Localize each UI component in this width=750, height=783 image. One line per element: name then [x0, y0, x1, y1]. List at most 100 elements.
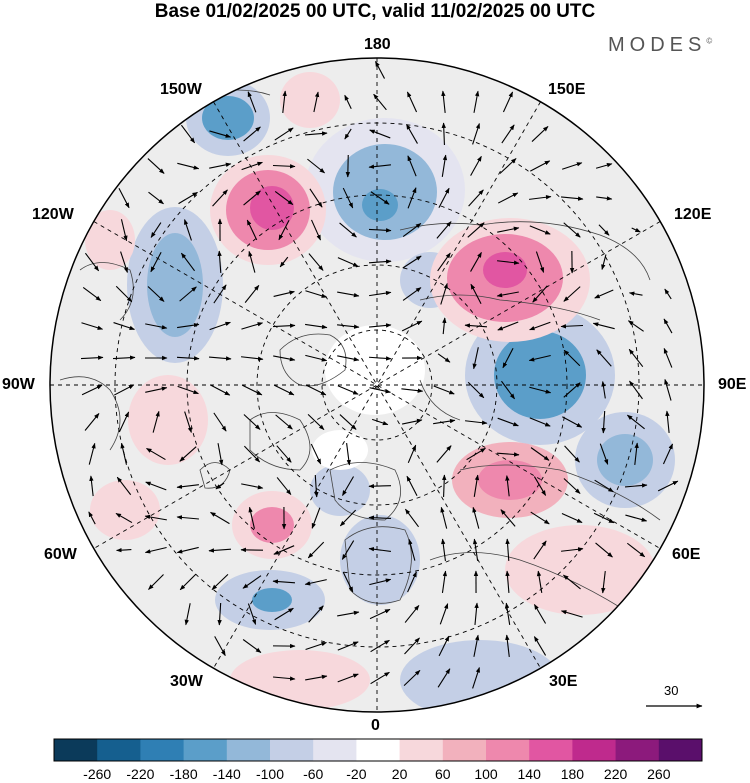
wind-vector [403, 669, 421, 687]
colorbar-tick-label: -60 [303, 766, 324, 782]
wind-vector [310, 443, 322, 465]
wind-vector [406, 475, 418, 497]
wind-vector [241, 356, 264, 361]
wind-vectors [80, 60, 679, 689]
positive-anomaly [483, 252, 527, 288]
wind-vector [241, 384, 263, 396]
wind-vector [208, 548, 232, 553]
wind-vector [337, 610, 360, 617]
wind-vector [369, 129, 391, 139]
wind-vector [563, 349, 581, 367]
graticule [50, 58, 704, 712]
lon-label-90w: 90W [2, 376, 35, 393]
wind-vector [533, 636, 547, 656]
wind-vector [272, 164, 296, 169]
wind-vector [337, 673, 359, 683]
wind-vector [433, 385, 455, 395]
wind-vector [369, 387, 391, 394]
wind-vector [243, 445, 261, 463]
positive-anomaly [250, 507, 294, 543]
wind-vector [273, 355, 296, 362]
wind-vector [184, 603, 191, 626]
wind-vector [402, 255, 422, 269]
wind-vector [146, 447, 166, 461]
wind-vector [501, 380, 515, 400]
wind-vector [147, 158, 165, 174]
wind-vector [209, 162, 232, 169]
wind-vector [500, 509, 516, 527]
coastlines [59, 89, 661, 621]
wind-vector [179, 573, 197, 591]
wind-vector [634, 442, 639, 465]
wind-vector [473, 90, 480, 113]
wind-vector [145, 323, 168, 330]
wind-vector [273, 290, 295, 297]
wind-vector [342, 187, 354, 209]
wind-vector [118, 411, 130, 433]
wind-vector [664, 378, 672, 401]
wind-vector [404, 604, 420, 623]
lon-label-150e: 150E [548, 81, 586, 98]
wind-vector [627, 320, 644, 332]
wind-vector [113, 322, 135, 330]
wind-vector [211, 574, 229, 590]
wind-vector [217, 250, 222, 274]
wind-vector [278, 219, 290, 241]
wind-vector [402, 287, 422, 301]
wind-vector [80, 355, 104, 360]
wind-vector [341, 540, 355, 560]
wind-vector [307, 413, 325, 431]
vector-scale-label: 30 [664, 683, 679, 698]
wind-vector [305, 354, 328, 362]
wind-vector [440, 282, 448, 305]
colorbar-swatch [270, 739, 314, 761]
colorbar-swatch [54, 739, 98, 761]
wind-vector [247, 91, 257, 113]
wind-vector [311, 507, 321, 529]
wind-vector [472, 506, 480, 529]
wind-vector [116, 547, 132, 553]
wind-vector [438, 635, 450, 657]
colorbar-swatch [356, 739, 401, 761]
wind-vector [177, 162, 200, 170]
wind-vector [209, 321, 231, 331]
wind-vector [599, 443, 609, 465]
colorbar-tick-label: 220 [603, 766, 628, 782]
colorbar [53, 738, 703, 762]
wind-vector [243, 126, 261, 142]
wind-vector [176, 515, 200, 520]
wind-vector [209, 384, 231, 396]
wind-vector [337, 641, 359, 651]
wind-vector [502, 347, 514, 369]
wind-vector [305, 323, 328, 330]
wind-vector [88, 511, 96, 525]
wind-vector [564, 445, 580, 463]
wind-vector [601, 254, 607, 271]
wind-vector [594, 479, 614, 493]
wind-vector [241, 161, 263, 171]
wind-vector [272, 323, 296, 328]
wind-vector [369, 290, 392, 297]
lon-label-60e: 60E [672, 546, 701, 563]
wind-vector [563, 222, 581, 238]
wind-vector [152, 410, 160, 433]
wind-vector [370, 639, 390, 653]
wind-vector [497, 260, 520, 265]
wind-vector [472, 667, 480, 689]
wind-vector [272, 676, 296, 681]
colorbar-tick-label: 180 [560, 766, 585, 782]
wind-vector [120, 219, 128, 242]
wind-vector [369, 608, 391, 620]
wind-vector [533, 476, 547, 496]
colorbar-swatch [615, 739, 660, 761]
wind-vector [370, 671, 390, 685]
wind-vector [530, 447, 550, 461]
wind-vector [346, 443, 351, 466]
positive-anomaly [478, 460, 542, 500]
negative-anomaly [147, 233, 203, 337]
wind-vector [628, 291, 643, 296]
wind-vector [148, 574, 164, 590]
colorbar-tick-label: -260 [83, 766, 112, 782]
wind-vector [499, 158, 517, 174]
